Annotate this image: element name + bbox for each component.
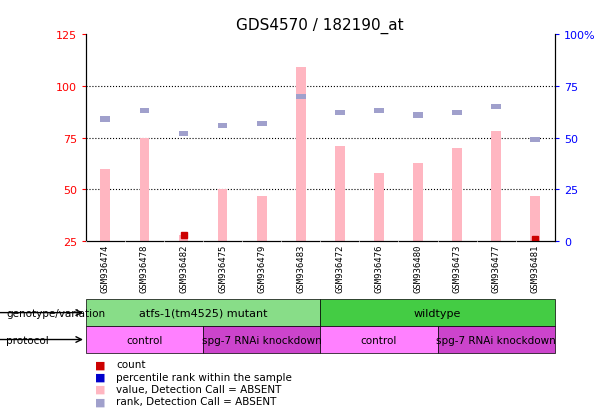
Bar bbox=[491, 132, 501, 242]
Text: GSM936482: GSM936482 bbox=[179, 244, 188, 293]
Bar bbox=[374, 109, 384, 114]
Bar bbox=[530, 196, 540, 242]
Text: protocol: protocol bbox=[6, 335, 49, 345]
Text: ■: ■ bbox=[95, 396, 105, 406]
Bar bbox=[140, 138, 150, 242]
Text: ■: ■ bbox=[95, 359, 105, 369]
Text: control: control bbox=[126, 335, 162, 345]
Bar bbox=[296, 95, 306, 100]
Bar bbox=[335, 147, 345, 242]
Bar bbox=[257, 196, 267, 242]
Bar bbox=[321, 326, 438, 353]
Text: percentile rank within the sample: percentile rank within the sample bbox=[116, 372, 292, 382]
Text: GSM936473: GSM936473 bbox=[452, 244, 462, 293]
Text: count: count bbox=[116, 359, 146, 369]
Text: spg-7 RNAi knockdown: spg-7 RNAi knockdown bbox=[436, 335, 556, 345]
Bar bbox=[86, 299, 321, 326]
Bar bbox=[296, 68, 306, 242]
Text: value, Detection Call = ABSENT: value, Detection Call = ABSENT bbox=[116, 384, 282, 394]
Bar bbox=[491, 105, 501, 110]
Bar bbox=[530, 138, 540, 143]
Text: GSM936475: GSM936475 bbox=[218, 244, 227, 293]
Bar bbox=[178, 235, 188, 242]
Text: GSM936483: GSM936483 bbox=[296, 244, 305, 293]
Bar bbox=[140, 109, 150, 114]
Bar bbox=[218, 190, 227, 242]
Bar bbox=[257, 121, 267, 126]
Bar bbox=[178, 132, 188, 137]
Bar bbox=[452, 111, 462, 116]
Bar bbox=[413, 163, 423, 242]
Text: GSM936478: GSM936478 bbox=[140, 244, 149, 293]
Text: GSM936477: GSM936477 bbox=[492, 244, 501, 293]
Text: GSM936474: GSM936474 bbox=[101, 244, 110, 293]
Bar bbox=[452, 149, 462, 242]
Title: GDS4570 / 182190_at: GDS4570 / 182190_at bbox=[237, 18, 404, 34]
Text: wildtype: wildtype bbox=[414, 308, 461, 318]
Text: GSM936472: GSM936472 bbox=[335, 244, 345, 293]
Bar bbox=[438, 326, 555, 353]
Bar bbox=[218, 123, 227, 128]
Text: GSM936476: GSM936476 bbox=[375, 244, 383, 293]
Bar bbox=[335, 111, 345, 116]
Bar bbox=[203, 326, 321, 353]
Text: ■: ■ bbox=[95, 384, 105, 394]
Text: GSM936480: GSM936480 bbox=[414, 244, 422, 293]
Text: ■: ■ bbox=[95, 372, 105, 382]
Bar bbox=[413, 113, 423, 118]
Text: GSM936479: GSM936479 bbox=[257, 244, 266, 293]
Bar bbox=[374, 173, 384, 242]
Bar bbox=[101, 117, 110, 122]
Bar bbox=[321, 299, 555, 326]
Bar bbox=[86, 326, 203, 353]
Text: spg-7 RNAi knockdown: spg-7 RNAi knockdown bbox=[202, 335, 322, 345]
Text: rank, Detection Call = ABSENT: rank, Detection Call = ABSENT bbox=[116, 396, 277, 406]
Text: atfs-1(tm4525) mutant: atfs-1(tm4525) mutant bbox=[139, 308, 267, 318]
Text: control: control bbox=[360, 335, 397, 345]
Text: GSM936481: GSM936481 bbox=[531, 244, 539, 293]
Bar bbox=[101, 169, 110, 242]
Text: genotype/variation: genotype/variation bbox=[6, 308, 105, 318]
